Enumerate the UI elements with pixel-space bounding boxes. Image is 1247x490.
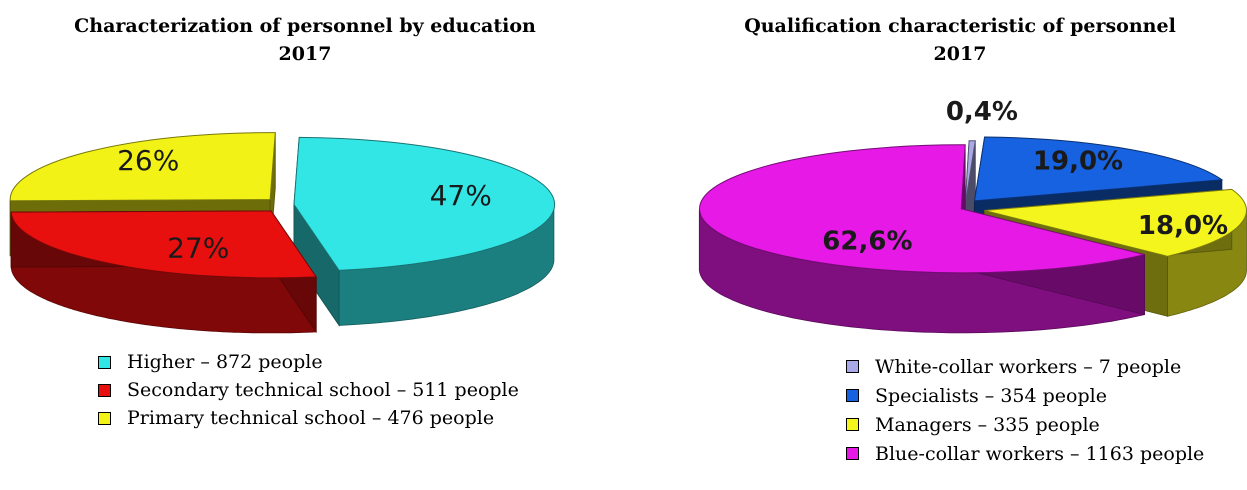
chart-1-title: Characterization of personnel by educati… xyxy=(74,15,536,37)
pie-percent-label: 26% xyxy=(117,144,179,177)
legend-swatch xyxy=(846,389,859,402)
pie-slice-top xyxy=(293,136,556,271)
chart-2-title-block: Qualification characteristic of personne… xyxy=(690,12,1230,68)
pie-slice xyxy=(10,209,318,334)
chart-2-title: Qualification characteristic of personne… xyxy=(744,15,1176,37)
pie-percent-label: 47% xyxy=(430,179,492,212)
legend-item: Specialists – 354 people xyxy=(846,381,1204,410)
pie-slice-top xyxy=(973,136,1224,202)
legend-item: Higher – 872 people xyxy=(98,348,519,376)
chart-1-title-block: Characterization of personnel by educati… xyxy=(40,12,570,68)
pie-percent-label: 62,6% xyxy=(822,226,912,256)
qualification-pie-chart: 0,4% 19,0% 18,0% 62,6% xyxy=(698,97,1247,334)
pie-slice-top xyxy=(9,132,276,202)
pie-slice-top xyxy=(699,144,1145,274)
legend-swatch xyxy=(98,355,111,369)
legend-item: Secondary technical school – 511 people xyxy=(98,376,519,404)
legend-item: Blue-collar workers – 1163 people xyxy=(846,439,1204,468)
legend-label: Blue-collar workers – 1163 people xyxy=(875,442,1205,465)
chart-2-legend: White-collar workers – 7 people Specialis… xyxy=(846,352,1204,468)
pie-percent-label: 18,0% xyxy=(1138,211,1228,241)
legend-item: Managers – 335 people xyxy=(846,410,1204,439)
pie-percent-label: 19,0% xyxy=(1033,147,1123,177)
legend-label: Specialists – 354 people xyxy=(875,384,1107,407)
pie-slice-top xyxy=(964,140,976,205)
pie-slice xyxy=(293,136,556,327)
pie-slice-top xyxy=(984,188,1247,257)
legend-swatch xyxy=(846,360,859,373)
legend-swatch xyxy=(98,383,111,397)
legend-label: Primary technical school – 476 people xyxy=(127,407,495,429)
legend-label: Managers – 335 people xyxy=(875,413,1100,436)
pie-slice xyxy=(698,144,1145,334)
legend-swatch xyxy=(846,418,859,431)
chart-1-legend: Higher – 872 people Secondary technical s… xyxy=(98,348,519,432)
legend-label: Secondary technical school – 511 people xyxy=(127,379,519,401)
legend-swatch xyxy=(98,411,111,425)
legend-item: White-collar workers – 7 people xyxy=(846,352,1204,381)
chart-1-subtitle: 2017 xyxy=(278,43,332,65)
legend-label: Higher – 872 people xyxy=(127,351,323,373)
pie-slice-top xyxy=(10,210,318,279)
education-pie-chart: 47% 27% 26% xyxy=(9,132,556,334)
legend-item: Primary technical school – 476 people xyxy=(98,404,519,432)
chart-2-subtitle: 2017 xyxy=(933,43,987,65)
legend-label: White-collar workers – 7 people xyxy=(875,355,1182,378)
pie-percent-label: 0,4% xyxy=(946,97,1018,127)
pie-percent-label: 27% xyxy=(167,231,229,264)
legend-swatch xyxy=(846,447,859,460)
